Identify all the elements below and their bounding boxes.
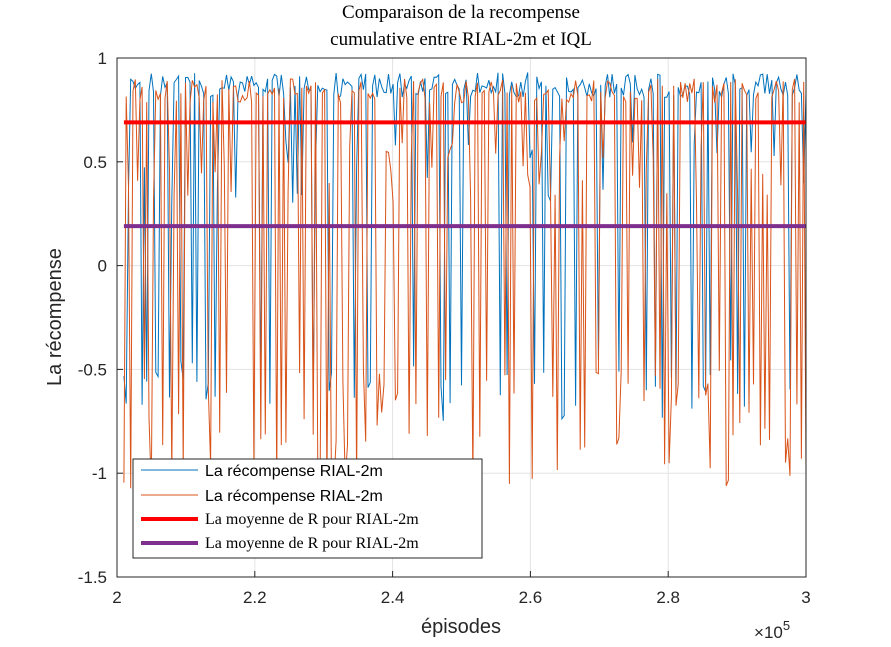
multiply-sign: × (754, 623, 764, 642)
axis-ticks: 2 2.2 2.4 2.6 2.8 3 1 0.5 0 -0.5 -1 -1.5 (78, 49, 811, 607)
x-tick-label: 2 (112, 588, 121, 607)
y-tick-label: 0 (98, 257, 107, 276)
x-tick-label: 2.8 (656, 588, 680, 607)
series-layer (123, 72, 807, 490)
legend-label-series-1: La récompense RIAL-2m (205, 463, 383, 480)
legend-label-series-4: La moyenne de R pour RIAL-2m (205, 535, 419, 552)
y-tick-label: 0.5 (83, 153, 107, 172)
legend-label-series-2: La récompense RIAL-2m (205, 488, 383, 505)
y-tick-label: -0.5 (78, 360, 107, 379)
x-tick-label: 2.4 (381, 588, 405, 607)
legend: La récompense RIAL-2m La récompense RIAL… (132, 458, 483, 559)
svg-text:×105: ×105 (754, 618, 790, 642)
series-2-line (123, 77, 807, 490)
x-exponent-power: 5 (783, 618, 790, 633)
x-tick-label: 3 (801, 588, 810, 607)
plot-frame (116, 57, 807, 578)
y-axis-label: La récompense (44, 248, 66, 386)
legend-label-series-3: La moyenne de R pour RIAL-2m (205, 511, 419, 528)
x-axis-label: épisodes (421, 616, 501, 638)
y-tick-label: 1 (98, 49, 107, 68)
x-tick-label: 2.6 (519, 588, 543, 607)
x-tick-label: 2.2 (243, 588, 267, 607)
chart-title-line-1: Comparaison de la recompense (342, 2, 580, 23)
y-tick-label: -1 (92, 464, 107, 483)
chart-title-line-2: cumulative entre RIAL-2m et IQL (330, 29, 592, 50)
x-axis-exponent: ×105 (754, 618, 790, 642)
y-tick-label: -1.5 (78, 568, 107, 587)
series-1-line (123, 72, 807, 421)
x-exponent-base: 10 (764, 623, 783, 642)
